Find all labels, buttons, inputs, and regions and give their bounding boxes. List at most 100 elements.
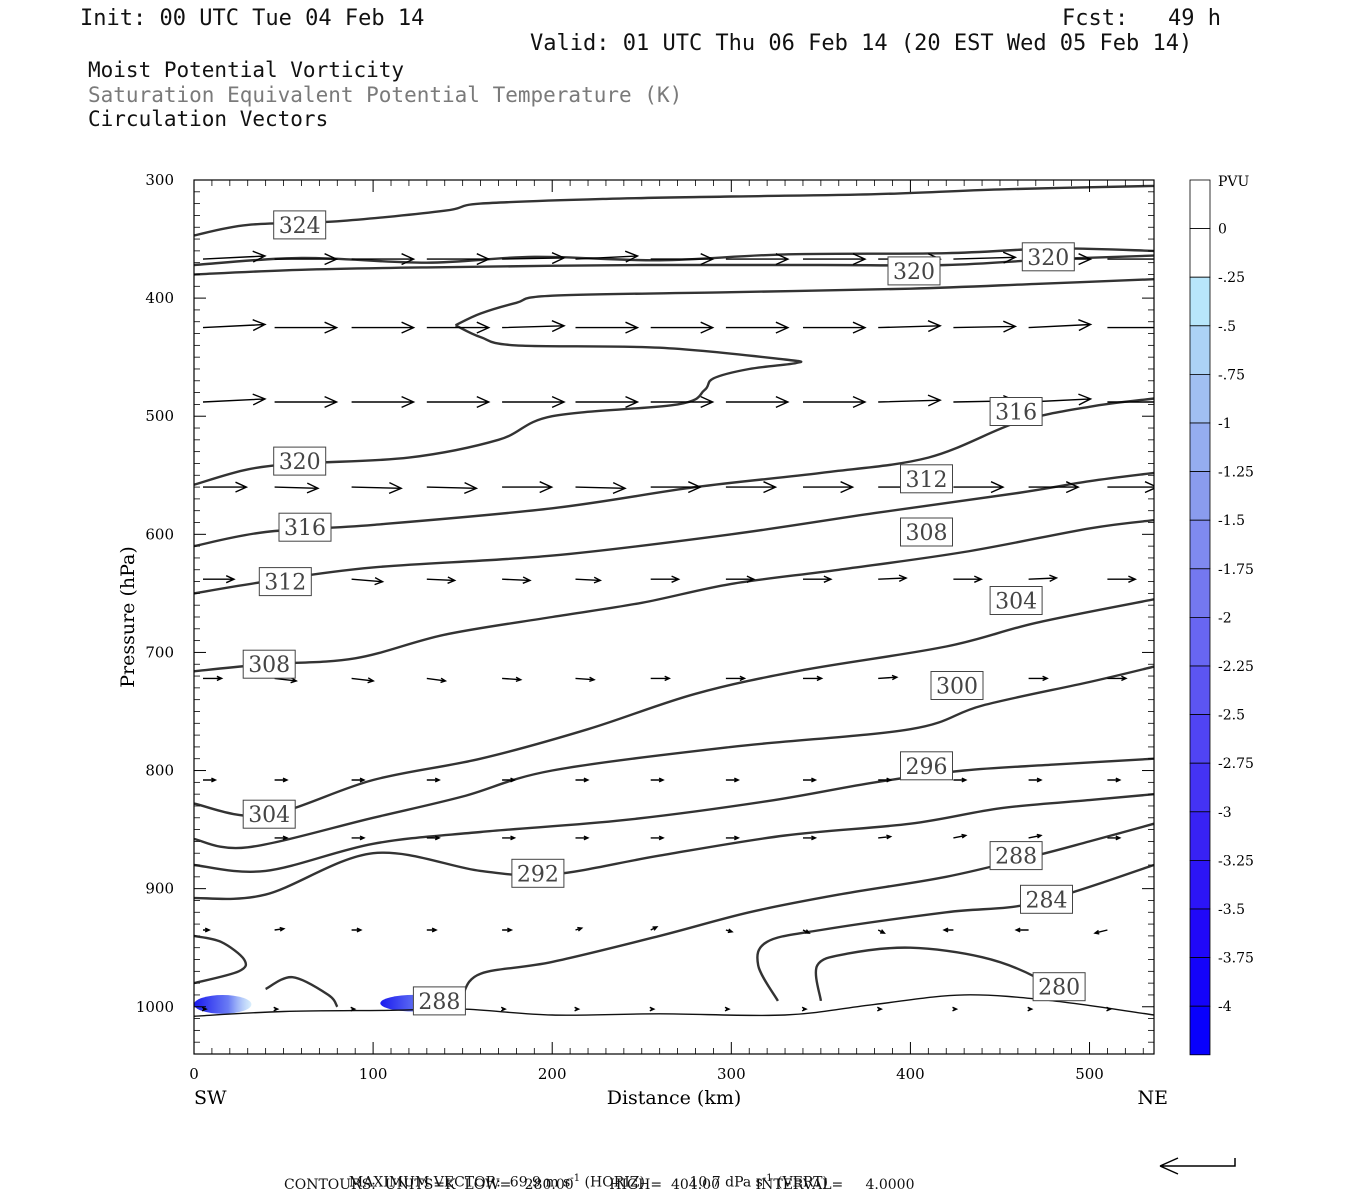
circulation-vector bbox=[724, 1006, 731, 1012]
circulation-vector bbox=[203, 777, 218, 783]
colorbar-label: -2.5 bbox=[1218, 708, 1245, 724]
circulation-vector bbox=[274, 253, 339, 266]
circulation-vector bbox=[802, 929, 811, 934]
circulation-vector bbox=[650, 321, 715, 334]
circulation-vector bbox=[1107, 777, 1122, 783]
colorbar-segment bbox=[1189, 179, 1211, 229]
circulation-vector bbox=[1028, 574, 1059, 583]
contour-label-280: 280 bbox=[1032, 972, 1086, 1002]
contour-label-288: 288 bbox=[989, 841, 1043, 871]
circulation-vector bbox=[803, 835, 818, 841]
colorbar-segment bbox=[1189, 1005, 1211, 1056]
circulation-vector bbox=[426, 835, 441, 841]
circulation-vector bbox=[803, 253, 867, 266]
circulation-vector bbox=[273, 1006, 280, 1012]
colorbar-segment bbox=[1189, 617, 1211, 667]
colorbar-label: -3.5 bbox=[1218, 902, 1245, 918]
colorbar-segment bbox=[1189, 422, 1211, 472]
circulation-vector bbox=[725, 675, 747, 682]
circulation-vector bbox=[953, 251, 1018, 264]
footer-contours: CONTOURS: UNITS=K LOW= 280.00 HIGH= 404.… bbox=[284, 1177, 915, 1193]
circulation-vector bbox=[725, 253, 790, 266]
y-tick-label: 900 bbox=[145, 880, 174, 898]
circulation-vector bbox=[274, 835, 289, 841]
max-vector-vert-exp: -1 bbox=[762, 1173, 773, 1184]
circulation-vector bbox=[1106, 1006, 1113, 1012]
circulation-vector bbox=[803, 395, 867, 409]
circulation-vector bbox=[953, 575, 984, 583]
theta-contour-300 bbox=[194, 665, 1154, 850]
theta-contour-288 bbox=[265, 975, 339, 1008]
circulation-vector bbox=[801, 1006, 808, 1012]
contour-label-324: 324 bbox=[273, 210, 327, 240]
circulation-vector bbox=[649, 1006, 656, 1012]
svg-text:284: 284 bbox=[1026, 888, 1068, 913]
circulation-vector bbox=[650, 777, 665, 783]
circulation-vector bbox=[575, 481, 627, 495]
circulation-vector bbox=[274, 482, 320, 494]
circulation-vector bbox=[575, 250, 640, 263]
colorbar-title: PVU bbox=[1218, 174, 1250, 190]
colorbar-label: -2.75 bbox=[1218, 756, 1254, 772]
circulation-vector bbox=[203, 927, 211, 933]
colorbar-label: -.25 bbox=[1218, 270, 1245, 286]
colorbar-segment bbox=[1189, 228, 1211, 278]
colorbar-segment bbox=[1189, 568, 1211, 618]
circulation-vector bbox=[953, 481, 1005, 494]
circulation-vector bbox=[877, 929, 886, 934]
footer-max-vector: MAXIMUM VECTOR: 69.9 m s-1 (HORIZ) 10.7 … bbox=[340, 1157, 828, 1191]
y-axis-title: Pressure (hPa) bbox=[117, 546, 139, 688]
circulation-vector bbox=[878, 777, 893, 783]
y-tick-label: 1000 bbox=[136, 998, 174, 1016]
circulation-vector bbox=[1107, 258, 1154, 260]
svg-text:292: 292 bbox=[517, 862, 559, 887]
theta-contour-304 bbox=[194, 598, 1154, 818]
colorbar-segment bbox=[1189, 373, 1211, 424]
svg-text:300: 300 bbox=[936, 675, 978, 700]
x-tick-label: 200 bbox=[538, 1065, 567, 1083]
reference-vector-arrow bbox=[1159, 1157, 1236, 1175]
max-vector-vert: 10.7 dPa s bbox=[689, 1174, 763, 1191]
circulation-vector bbox=[1028, 777, 1043, 783]
y-tick-label: 500 bbox=[145, 407, 174, 425]
max-vector-label: MAXIMUM VECTOR: bbox=[348, 1174, 501, 1191]
circulation-vector bbox=[1028, 481, 1080, 494]
colorbar-label: 0 bbox=[1218, 222, 1227, 238]
contour-label-300: 300 bbox=[930, 671, 984, 700]
svg-text:320: 320 bbox=[893, 260, 935, 285]
circulation-vector bbox=[953, 777, 968, 783]
colorbar-segment bbox=[1189, 471, 1211, 521]
circulation-vector bbox=[725, 835, 741, 841]
circulation-vector bbox=[725, 575, 756, 583]
theta-contour-312 bbox=[194, 471, 1154, 595]
svg-text:312: 312 bbox=[906, 468, 948, 493]
circulation-vector bbox=[575, 926, 584, 932]
theta-contour-296 bbox=[194, 757, 1154, 873]
y-tick-label: 300 bbox=[145, 171, 174, 189]
circulation-vector bbox=[351, 777, 366, 783]
circulation-vector bbox=[650, 481, 703, 494]
x-tick-label: 100 bbox=[359, 1065, 388, 1083]
circulation-vector bbox=[201, 1006, 208, 1012]
field-title-theta: Saturation Equivalent Potential Temperat… bbox=[88, 83, 683, 107]
svg-text:320: 320 bbox=[1027, 246, 1069, 271]
circulation-vector bbox=[803, 481, 855, 494]
circulation-vector bbox=[351, 835, 366, 841]
pv-shading-0 bbox=[194, 995, 252, 1014]
contour-label-312: 312 bbox=[258, 567, 312, 597]
svg-text:304: 304 bbox=[995, 590, 1037, 615]
contour-label-296: 296 bbox=[900, 751, 953, 781]
circulation-vector bbox=[351, 395, 416, 409]
circulation-vector bbox=[1107, 401, 1154, 403]
theta-contour-308 bbox=[194, 519, 1154, 673]
contour-label-292: 292 bbox=[511, 858, 565, 888]
circulation-vector bbox=[350, 1006, 357, 1012]
svg-text:308: 308 bbox=[906, 521, 948, 546]
colorbar-label: -3.25 bbox=[1218, 853, 1254, 869]
field-title-vectors: Circulation Vectors bbox=[88, 107, 329, 131]
max-vector-vert-tag: (VERT) bbox=[777, 1174, 828, 1191]
circulation-vector bbox=[502, 252, 566, 265]
contour-label-320: 320 bbox=[887, 256, 941, 286]
colorbar-label: -3 bbox=[1218, 805, 1232, 821]
contour-label-304: 304 bbox=[242, 799, 296, 829]
